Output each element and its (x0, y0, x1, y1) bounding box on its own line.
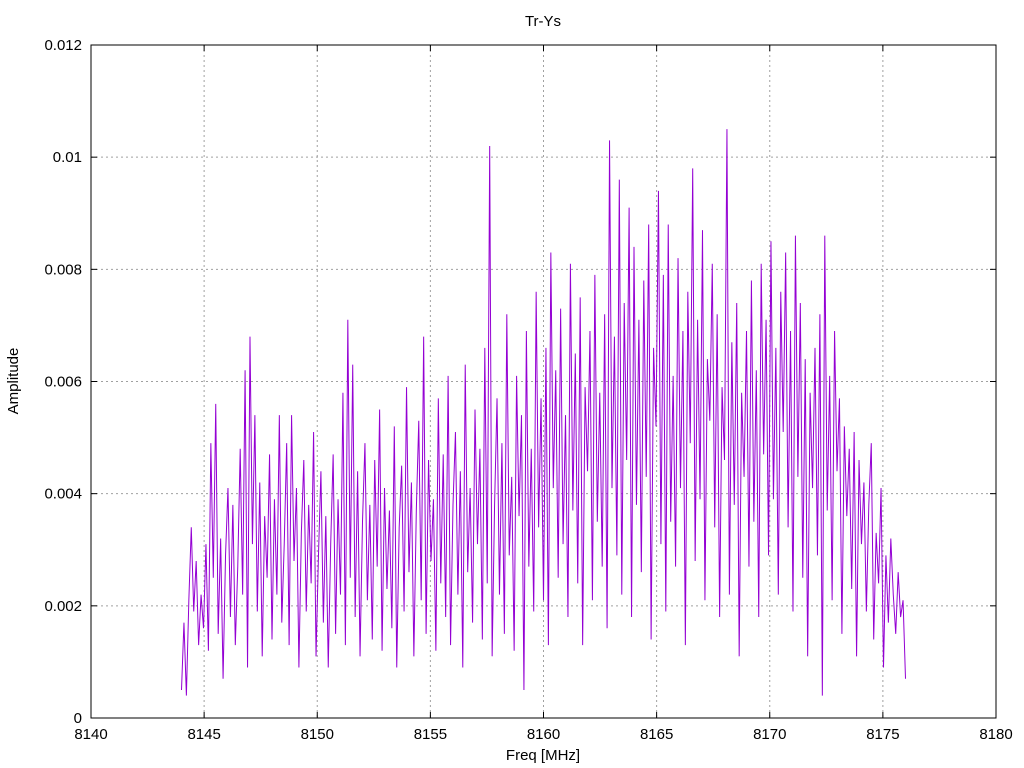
x-tick-label: 8155 (414, 726, 447, 743)
axis-ticks (90, 44, 997, 719)
y-axis-title: Amplitude (5, 348, 22, 415)
x-tick-label: 8180 (979, 726, 1012, 743)
x-axis-title: Freq [MHz] (506, 747, 580, 764)
x-tick-label: 8140 (74, 726, 107, 743)
data-series-layer (181, 129, 906, 696)
y-tick-label: 0.012 (44, 37, 82, 54)
y-tick-label: 0.01 (53, 149, 82, 166)
chart-title: Tr-Ys (525, 13, 561, 30)
y-tick-label: 0.004 (44, 486, 82, 503)
y-axis-tick-labels: 0 0.002 0.004 0.006 0.008 0.01 0.012 (44, 37, 82, 727)
amplitude-series-line (181, 129, 906, 696)
x-tick-label: 8165 (640, 726, 673, 743)
y-tick-label: 0.002 (44, 598, 82, 615)
x-tick-label: 8150 (301, 726, 334, 743)
y-tick-label: 0.008 (44, 261, 82, 278)
x-axis-tick-labels: 8140 8145 8150 8155 8160 8165 8170 8175 8180 (74, 726, 1012, 743)
y-tick-label: 0 (74, 710, 82, 727)
x-tick-label: 8175 (866, 726, 899, 743)
grid-lines (91, 45, 996, 718)
x-tick-label: 8170 (753, 726, 786, 743)
x-tick-label: 8160 (527, 726, 560, 743)
x-tick-label: 8145 (187, 726, 220, 743)
y-tick-label: 0.006 (44, 374, 82, 391)
